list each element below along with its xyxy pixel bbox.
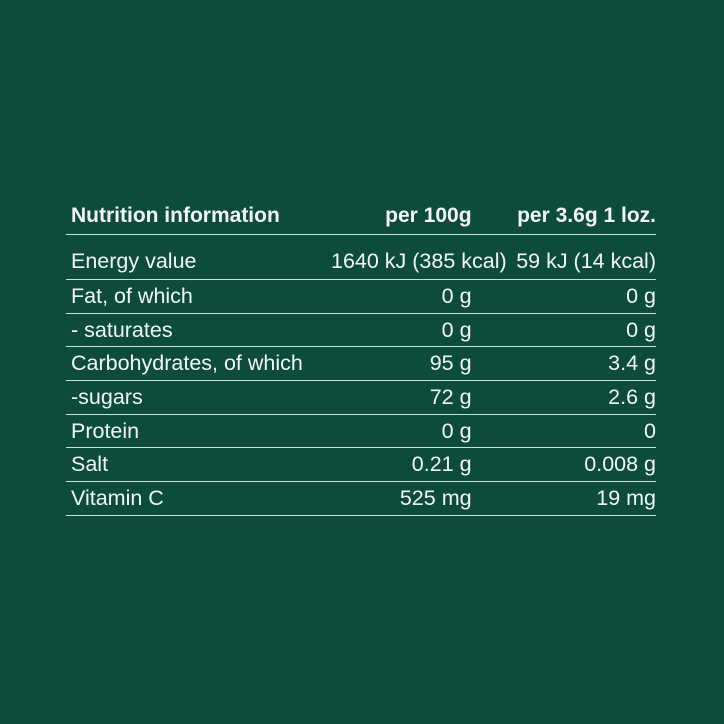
nutrition-table: Nutrition information per 100g per 3.6g … xyxy=(66,196,656,516)
nutrient-name: Carbohydrates, of which xyxy=(71,351,303,376)
value-per-serving: 59 kJ (14 kcal) xyxy=(516,248,656,273)
header-per-serving: per 3.6g 1 loz. xyxy=(517,204,656,227)
value-per-100g: 0.21 g xyxy=(411,452,472,477)
value-per-100g: 0 g xyxy=(441,418,472,443)
value-per-100g: 0 g xyxy=(441,283,472,308)
table-row: - saturates 0 g 0 g xyxy=(66,314,656,348)
nutrient-name: Energy value xyxy=(71,248,197,273)
table-row: Fat, of which 0 g 0 g xyxy=(66,280,656,314)
value-per-100g: 1640 kJ (385 kcal) xyxy=(331,248,507,273)
value-per-serving: 0 g xyxy=(626,317,656,342)
value-per-100g: 525 mg xyxy=(399,485,472,510)
value-per-serving: 0.008 g xyxy=(584,452,656,477)
value-per-100g: 72 g xyxy=(429,384,472,409)
nutrient-name: Protein xyxy=(71,418,140,443)
nutrient-name: Fat, of which xyxy=(71,283,193,308)
value-per-serving: 0 xyxy=(644,418,656,443)
table-row: Protein 0 g 0 xyxy=(66,415,656,449)
value-per-100g: 95 g xyxy=(429,351,472,376)
value-per-100g: 0 g xyxy=(441,317,472,342)
nutrient-name: -sugars xyxy=(71,384,143,409)
value-per-serving: 19 mg xyxy=(596,485,656,510)
value-per-serving: 2.6 g xyxy=(608,384,656,409)
table-header: Nutrition information per 100g per 3.6g … xyxy=(66,196,656,235)
table-row: Energy value 1640 kJ (385 kcal) 59 kJ (1… xyxy=(66,235,656,280)
table-row: Salt 0.21 g 0.008 g xyxy=(66,448,656,483)
value-per-serving: 3.4 g xyxy=(608,351,656,376)
nutrient-name: - saturates xyxy=(71,317,173,342)
header-nutrition-information: Nutrition information xyxy=(71,204,280,227)
table-row: Carbohydrates, of which 95 g 3.4 g xyxy=(66,347,656,382)
header-per-100g: per 100g xyxy=(385,204,472,227)
table-row: -sugars 72 g 2.6 g xyxy=(66,381,656,415)
value-per-serving: 0 g xyxy=(626,283,656,308)
nutrient-name: Salt xyxy=(71,452,109,477)
table-row: Vitamin C 525 mg 19 mg xyxy=(66,482,656,516)
nutrient-name: Vitamin C xyxy=(71,485,164,510)
